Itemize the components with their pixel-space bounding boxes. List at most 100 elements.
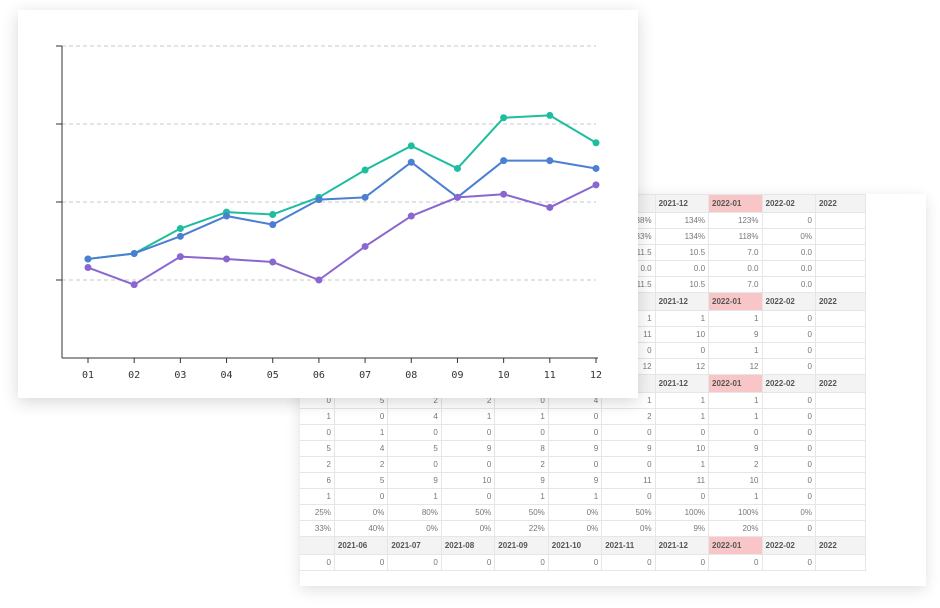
x-tick-label: 05: [267, 370, 279, 381]
table-cell: [814, 488, 867, 505]
data-point: [453, 164, 461, 172]
table-cell: [814, 342, 867, 359]
table-cell: 2022-02: [761, 194, 816, 213]
table-cell: 9: [494, 472, 549, 489]
data-point: [269, 210, 277, 218]
table-cell: 33%: [300, 520, 335, 537]
table-cell: 2021-12: [654, 194, 710, 213]
data-point: [500, 157, 508, 165]
table-cell: 12: [708, 358, 763, 375]
table-cell: 100%: [708, 504, 763, 521]
data-point: [546, 157, 554, 165]
x-tick-label: 11: [544, 370, 556, 381]
table-cell: 1: [387, 488, 442, 505]
table-cell: 6: [300, 472, 335, 489]
data-point: [361, 166, 369, 174]
table-cell: 0: [601, 488, 656, 505]
table-cell: 1: [333, 424, 389, 441]
table-cell: 2021-11: [601, 536, 656, 555]
table-cell: 5: [300, 440, 335, 457]
data-point: [546, 203, 554, 211]
table-cell: 1: [494, 408, 549, 425]
x-tick-label: 01: [82, 370, 94, 381]
table-cell: [814, 392, 867, 409]
table-cell: 8: [494, 440, 549, 457]
table-cell: 0%: [387, 520, 442, 537]
table-row: 5 4 5 9 8 9 9 10 9 0: [300, 440, 867, 457]
table-cell: 0%: [333, 504, 389, 521]
table-cell: 0%: [547, 504, 603, 521]
table-cell: 0%: [601, 520, 656, 537]
table-cell: 9: [547, 472, 603, 489]
table-cell: 7.0: [708, 276, 763, 293]
table-cell: [814, 310, 867, 327]
data-point: [130, 281, 138, 289]
table-cell: 2022: [814, 536, 867, 555]
data-point: [130, 249, 138, 257]
x-tick-label: 02: [128, 370, 140, 381]
x-tick-label: 07: [359, 370, 371, 381]
table-cell: 1: [654, 456, 710, 473]
table-cell: 2021-10: [547, 536, 603, 555]
table-cell: 2: [708, 456, 763, 473]
table-cell: [814, 456, 867, 473]
table-cell: [814, 260, 867, 277]
table-cell: 0.0: [761, 244, 816, 261]
table-cell: 2021-12: [654, 374, 710, 393]
table-cell: 1: [654, 408, 710, 425]
table-cell: [814, 326, 867, 343]
data-point: [269, 258, 277, 266]
table-cell: 9: [708, 326, 763, 343]
table-cell: 9: [708, 440, 763, 457]
table-cell: [814, 472, 867, 489]
table-row: 33% 40% 0% 0% 22% 0% 0% 9% 20% 0: [300, 520, 867, 537]
table-cell: 0: [761, 440, 816, 457]
data-point: [315, 276, 323, 284]
table-cell: 0: [761, 358, 816, 375]
table-cell: 134%: [654, 212, 710, 229]
table-header-row: 2021-06 2021-07 2021-08 2021-09 2021-10 2021-…: [300, 536, 867, 555]
table-cell: 0.0: [761, 276, 816, 293]
table-cell: 1: [654, 310, 710, 327]
table-cell: 2022-01: [708, 536, 763, 555]
table-cell: 0: [387, 554, 442, 571]
data-point: [500, 190, 508, 198]
table-cell: 0: [761, 326, 816, 343]
table-cell: 2022-01: [708, 374, 763, 393]
table-cell: 0.0: [761, 260, 816, 277]
table-cell: 0.0: [654, 260, 710, 277]
table-cell: 0: [601, 554, 656, 571]
table-cell: 0: [761, 342, 816, 359]
data-point: [546, 111, 554, 119]
table-cell: 0: [601, 456, 656, 473]
table-row: 25% 0% 80% 50% 50% 0% 50% 100% 100% 0%: [300, 504, 867, 521]
table-cell: [814, 276, 867, 293]
table-cell: 0: [494, 554, 549, 571]
table-cell: 2022: [814, 292, 867, 311]
x-tick-label: 08: [405, 370, 417, 381]
data-point: [269, 221, 277, 229]
data-point: [592, 139, 600, 147]
table-cell: 5: [333, 472, 389, 489]
table-cell: 0%: [761, 228, 816, 245]
data-point: [84, 264, 92, 272]
table-cell: 0: [387, 424, 442, 441]
table-cell: 2022-02: [761, 292, 816, 311]
table-cell: 0: [761, 554, 816, 571]
data-point: [315, 196, 323, 204]
data-point: [592, 164, 600, 172]
table-cell: 0: [547, 456, 603, 473]
table-cell: 0%: [761, 504, 816, 521]
table-cell: 1: [300, 488, 335, 505]
table-cell: 1: [547, 488, 603, 505]
table-cell: 0: [440, 456, 496, 473]
chart-card: 01 02 03 04 05 06 07 08 09 10 11 12: [18, 10, 638, 398]
table-cell: 10.5: [654, 244, 710, 261]
x-tick-label: 04: [221, 370, 233, 381]
table-cell: 10.5: [654, 276, 710, 293]
table-cell: [814, 408, 867, 425]
table-cell: [814, 520, 867, 537]
data-point: [500, 114, 508, 122]
table-cell: 2: [601, 408, 656, 425]
